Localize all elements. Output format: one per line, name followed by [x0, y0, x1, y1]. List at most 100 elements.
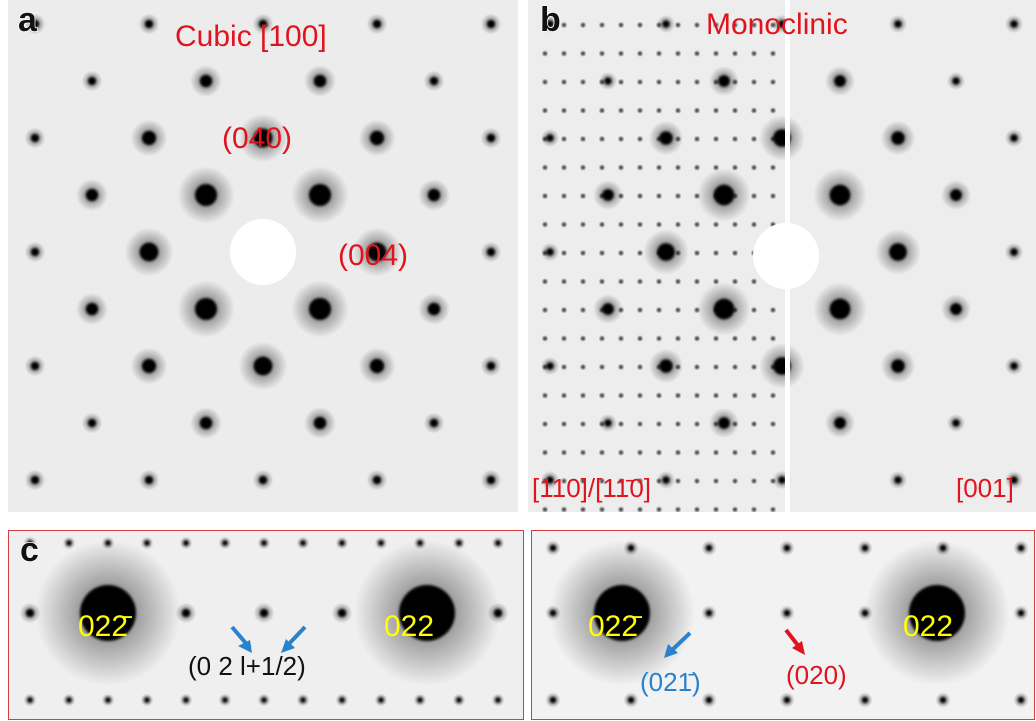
spot [600, 109, 604, 112]
spot [771, 308, 775, 312]
zone-axis-label: [001] [956, 473, 1014, 503]
spot [600, 394, 604, 397]
spot [619, 479, 623, 483]
spot [713, 184, 735, 206]
spot [733, 251, 737, 255]
spot [300, 540, 306, 546]
spot [253, 356, 273, 376]
annotation: (021̄) [640, 667, 701, 697]
spot [676, 52, 680, 55]
spot [638, 280, 642, 283]
spot [487, 134, 495, 142]
spot [733, 52, 737, 55]
spot [714, 451, 718, 454]
spot [562, 194, 566, 198]
spot [733, 280, 737, 283]
spot [259, 476, 267, 484]
spot [600, 194, 604, 198]
spot [695, 194, 699, 198]
spot [31, 476, 39, 484]
spot [714, 251, 718, 255]
zone-axis-label: [110]/[11̄0] [532, 473, 651, 503]
spot [676, 337, 680, 340]
spot [600, 52, 604, 55]
spot [619, 23, 623, 27]
spot [581, 337, 585, 340]
spot [199, 74, 213, 88]
spot [66, 697, 72, 703]
spot [752, 394, 756, 397]
spot [182, 609, 190, 617]
spot [657, 280, 661, 283]
spot [771, 166, 775, 169]
spot [600, 337, 604, 340]
spot [862, 610, 868, 616]
spot [194, 297, 218, 321]
spot [778, 476, 786, 484]
spot [940, 697, 946, 703]
spot [889, 243, 907, 261]
spot [733, 109, 737, 112]
spot [260, 609, 268, 617]
spot [604, 419, 612, 427]
spot [638, 251, 642, 255]
arrowhead [792, 641, 805, 655]
panel-a [8, 0, 518, 512]
spot [952, 419, 960, 427]
spot [543, 365, 547, 369]
spot [31, 20, 39, 28]
spot [706, 697, 712, 703]
spot [695, 479, 699, 483]
spot [600, 166, 604, 169]
spot [619, 422, 623, 426]
spot [657, 451, 661, 454]
spot [543, 479, 547, 483]
spot [714, 80, 718, 84]
spot [602, 303, 614, 315]
spot [662, 20, 670, 28]
spot [183, 697, 189, 703]
spot [339, 540, 345, 546]
spot [695, 394, 699, 397]
spot [487, 476, 495, 484]
spot [581, 194, 585, 198]
spot [638, 137, 642, 141]
beam-stop [753, 223, 819, 289]
spot [581, 109, 585, 112]
spot [695, 223, 699, 226]
spot [1010, 476, 1018, 484]
spot [543, 508, 547, 511]
spot [714, 422, 718, 426]
spot [427, 302, 441, 316]
spot [416, 609, 424, 617]
spot [733, 479, 737, 483]
spot [487, 362, 495, 370]
spot [417, 697, 423, 703]
spot [543, 308, 547, 312]
spot [752, 280, 756, 283]
spot [695, 23, 699, 27]
spot [222, 697, 228, 703]
spot [676, 166, 680, 169]
spot [752, 508, 756, 511]
spot [199, 416, 213, 430]
spot [752, 166, 756, 169]
spot-label: 022 [903, 610, 953, 643]
spot [31, 362, 39, 370]
spot [638, 508, 642, 511]
spot [676, 223, 680, 226]
spot [261, 540, 267, 546]
spot [550, 610, 556, 616]
spot [619, 52, 623, 55]
spot [378, 540, 384, 546]
beam-stop [230, 219, 296, 285]
spot [940, 545, 946, 551]
spot [891, 131, 905, 145]
spot [657, 508, 661, 511]
spot [733, 394, 737, 397]
spot [733, 137, 737, 141]
spot [581, 52, 585, 55]
spot [581, 451, 585, 454]
spot [373, 20, 381, 28]
spot [695, 308, 699, 312]
